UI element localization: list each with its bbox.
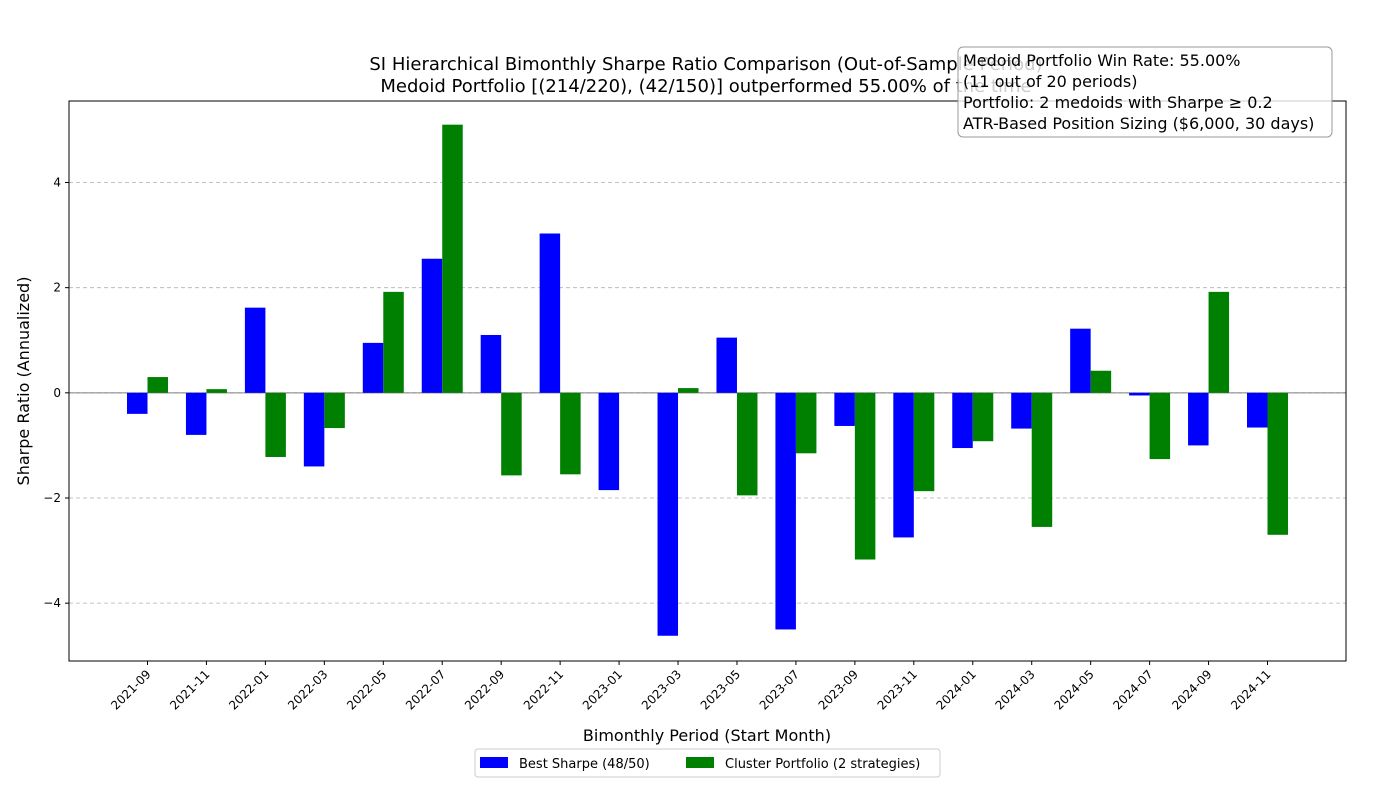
best-sharpe-bar (1011, 392, 1032, 429)
x-tick-label: 2023-07 (757, 667, 802, 712)
x-tick-label: 2022-07 (403, 667, 448, 712)
cluster-portfolio-bar (736, 392, 758, 496)
x-axis-ticks: 2021-09 2021-11 2022-01 2022-03 2022-05 2022-… (108, 661, 1274, 713)
best-sharpe-bar (657, 392, 679, 636)
cluster-portfolio-bar (1090, 370, 1112, 393)
best-sharpe-bar (775, 392, 796, 630)
cluster-portfolio-bar (1031, 392, 1053, 527)
best-sharpe-bar (539, 233, 561, 393)
y-tick-label: 0 (53, 386, 61, 400)
y-tick-label: 4 (53, 176, 61, 190)
cluster-portfolio-bar (854, 392, 876, 560)
x-tick-label: 2024-07 (1110, 667, 1155, 712)
x-tick-label: 2023-03 (639, 667, 684, 712)
legend-label: Best Sharpe (48/50) (519, 757, 650, 772)
legend-swatch-best-sharpe (480, 757, 508, 768)
cluster-portfolio-bar (442, 124, 463, 393)
x-tick-label: 2022-09 (462, 667, 507, 712)
best-sharpe-bar (598, 392, 620, 491)
x-tick-label: 2021-11 (167, 667, 212, 712)
cluster-portfolio-bar (1267, 392, 1288, 535)
x-tick-label: 2024-09 (1169, 667, 1214, 712)
annotation-line: Medoid Portfolio Win Rate: 55.00% (963, 51, 1241, 70)
bars (127, 124, 1288, 636)
best-sharpe-bar (952, 392, 973, 449)
best-sharpe-bar (480, 334, 502, 393)
best-sharpe-bar (303, 392, 325, 467)
x-tick-label: 2023-09 (816, 667, 861, 712)
x-tick-label: 2022-01 (226, 667, 271, 712)
cluster-portfolio-bar (1208, 291, 1230, 393)
annotation-line: (11 out of 20 periods) (963, 72, 1137, 91)
plot-frame (68, 100, 1347, 662)
legend-label: Cluster Portfolio (2 strategies) (725, 757, 920, 772)
x-tick-label: 2022-11 (521, 667, 566, 712)
best-sharpe-bar (127, 392, 148, 414)
cluster-portfolio-bar (383, 291, 404, 393)
cluster-portfolio-bar (678, 388, 699, 393)
best-sharpe-bar (834, 392, 855, 426)
best-sharpe-bar (244, 307, 266, 393)
cluster-portfolio-bar (795, 392, 817, 454)
x-tick-label: 2024-05 (1051, 667, 1096, 712)
best-sharpe-bar (421, 258, 443, 393)
y-tick-label: 2 (53, 281, 61, 295)
cluster-portfolio-bar (265, 392, 286, 457)
cluster-portfolio-bar (147, 377, 168, 393)
x-tick-label: 2021-09 (108, 667, 153, 712)
cluster-portfolio-bar (501, 392, 522, 476)
best-sharpe-bar (716, 337, 737, 393)
legend-swatch-cluster-portfolio (686, 757, 714, 768)
annotation-line: ATR-Based Position Sizing ($6,000, 30 da… (963, 114, 1314, 133)
chart-subtitle: Medoid Portfolio [(214/220), (42/150)] o… (380, 76, 1031, 97)
annotation-line: Portfolio: 2 medoids with Sharpe ≥ 0.2 (963, 93, 1273, 112)
x-tick-label: 2022-03 (285, 667, 330, 712)
best-sharpe-bar (362, 342, 384, 393)
cluster-portfolio-bar (206, 389, 227, 393)
chart-title: SI Hierarchical Bimonthly Sharpe Ratio C… (369, 54, 1042, 75)
annotation-box: Medoid Portfolio Win Rate: 55.00% (11 ou… (957, 46, 1333, 138)
x-tick-label: 2024-03 (992, 667, 1037, 712)
cluster-portfolio-bar (560, 392, 581, 475)
cluster-portfolio-bar (972, 392, 994, 442)
best-sharpe-bar (893, 392, 914, 538)
best-sharpe-bar (1129, 392, 1150, 396)
x-tick-label: 2024-11 (1228, 667, 1273, 712)
best-sharpe-bar (185, 392, 207, 435)
y-axis-ticks: −4 −2 0 2 4 (43, 176, 69, 610)
y-tick-label: −2 (43, 491, 61, 505)
x-tick-label: 2023-05 (698, 667, 743, 712)
x-axis-label: Bimonthly Period (Start Month) (583, 726, 831, 745)
x-tick-label: 2024-01 (934, 667, 979, 712)
best-sharpe-bar (1188, 392, 1209, 446)
best-sharpe-bar (1247, 392, 1268, 428)
y-axis-label: Sharpe Ratio (Annualized) (14, 277, 33, 486)
cluster-portfolio-bar (1149, 392, 1171, 460)
x-tick-label: 2023-01 (580, 667, 625, 712)
x-tick-label: 2022-05 (344, 667, 389, 712)
cluster-portfolio-bar (913, 392, 935, 492)
legend: Best Sharpe (48/50) Cluster Portfolio (2… (474, 748, 941, 778)
best-sharpe-bar (1070, 328, 1091, 393)
y-tick-label: −4 (43, 596, 61, 610)
x-tick-label: 2023-11 (875, 667, 920, 712)
cluster-portfolio-bar (324, 392, 345, 429)
